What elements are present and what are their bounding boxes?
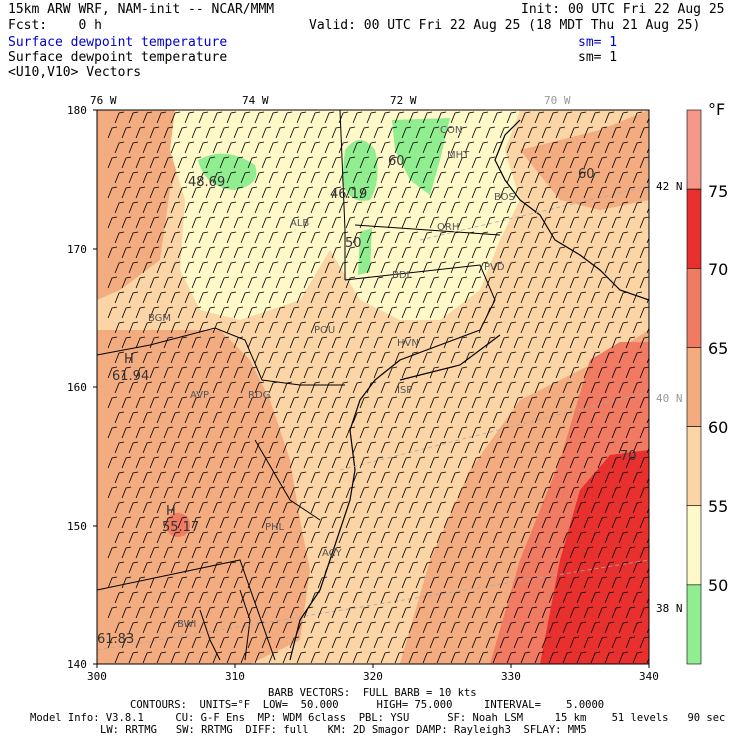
city-CON: CON xyxy=(440,125,462,136)
city-PVD: PVD xyxy=(484,262,505,273)
lat-label-38n: 38 N xyxy=(656,602,683,615)
colorbar-label-65: 65 xyxy=(708,339,729,358)
colorbar-segment xyxy=(686,584,702,665)
field-sm-1: sm= 1 xyxy=(578,35,618,50)
nj-pa-border xyxy=(254,439,321,521)
field-sm-2: sm= 1 xyxy=(578,50,618,65)
colorbar-unit: °F xyxy=(708,100,726,119)
x-tick-310: 310 xyxy=(225,670,245,683)
city-ISP: ISP xyxy=(397,385,412,396)
city-BOS: BOS xyxy=(494,192,515,203)
colorbar xyxy=(686,109,702,665)
city-BDL: BDL xyxy=(392,270,413,281)
y-tick-160: 160 xyxy=(67,381,87,394)
band-below-50-b xyxy=(342,140,378,201)
lat-38n xyxy=(97,559,649,651)
model-title: 15km ARW WRF, NAM-init -- NCAR/MMM xyxy=(8,2,275,17)
lat-42n xyxy=(419,185,649,241)
colorbar-segment xyxy=(686,426,702,507)
field-title-2: Surface dewpoint temperature xyxy=(8,50,228,65)
city-MHT: MHT xyxy=(447,150,470,161)
x-tick-330: 330 xyxy=(501,670,521,683)
md-border xyxy=(97,559,276,661)
colorbar-label-70: 70 xyxy=(708,260,729,279)
ny-vt-border xyxy=(339,110,346,280)
band-60-65-sw xyxy=(97,330,310,664)
band-below-50-c xyxy=(392,118,450,195)
lat-label-42n: 42 N xyxy=(656,180,683,193)
high-marker-2: H xyxy=(166,504,176,519)
city-AVP: AVP xyxy=(190,390,209,401)
barb-glyphs xyxy=(107,111,649,664)
colorbar-label-75: 75 xyxy=(708,182,729,201)
init-time: Init: 00 UTC Fri 22 Aug 25 xyxy=(521,2,725,17)
high-label-2: 55.17 xyxy=(162,520,199,535)
y-tick-170: 170 xyxy=(67,243,87,256)
high-spot xyxy=(166,513,190,537)
barb-legend: BARB VECTORS: FULL BARB = 10 kts xyxy=(268,687,477,699)
contour-label-50a: 50 xyxy=(345,236,362,251)
coastline xyxy=(289,119,649,661)
valid-time: Valid: 00 UTC Fri 22 Aug 25 (18 MDT Thu … xyxy=(309,18,701,33)
low-label-1: 48.69 xyxy=(188,175,225,190)
colorbar-segment xyxy=(686,347,702,427)
colorbar-label-50: 50 xyxy=(708,576,729,595)
city-RDG: RDG xyxy=(248,390,270,401)
low-label-3: 61.83 xyxy=(97,632,134,647)
lat-label-40n: 40 N xyxy=(656,392,683,405)
city-ORH: ORH xyxy=(437,222,459,233)
city-PHL: PHL xyxy=(265,522,285,533)
band-60-65-ne xyxy=(520,110,649,210)
colorbar-segment xyxy=(686,109,702,190)
low-label-2: 46.19 xyxy=(330,187,367,202)
ma-border xyxy=(354,224,501,236)
contour-label-60b: 60 xyxy=(578,167,595,182)
city-BWI: BWI xyxy=(177,619,196,630)
contour-label-70: 70 xyxy=(620,449,637,464)
colorbar-segment xyxy=(686,267,702,348)
city-BGM: BGM xyxy=(148,313,171,324)
y-tick-150: 150 xyxy=(67,520,87,533)
city-HVN: HVN xyxy=(397,338,419,349)
city-ALB: ALB xyxy=(290,218,309,229)
x-tick-300: 300 xyxy=(87,670,107,683)
lon-label-72w: 72 W xyxy=(390,94,417,107)
colorbar-segment xyxy=(686,188,702,269)
colorbar-label-60: 60 xyxy=(708,418,729,437)
city-POU: POU xyxy=(314,325,335,336)
field-title-3: <U10,V10> Vectors xyxy=(8,65,142,80)
lon-label-74w: 74 W xyxy=(242,94,269,107)
x-tick-340: 340 xyxy=(639,670,659,683)
contour-info: CONTOURS: UNITS=°F LOW= 50.000 HIGH= 75.… xyxy=(130,699,605,711)
high-label-1: 61.94 xyxy=(112,369,149,384)
colorbar-label-55: 55 xyxy=(708,497,729,516)
y-tick-140: 140 xyxy=(67,658,87,671)
wind-barbs xyxy=(107,111,649,664)
colorbar-segment xyxy=(686,505,702,586)
band-70-75 xyxy=(540,450,649,664)
city-ACY: ACY xyxy=(322,548,342,559)
model-info-1: Model Info: V3.8.1 CU: G-F Ens MP: WDM 6… xyxy=(30,712,726,724)
x-tick-320: 320 xyxy=(363,670,383,683)
lon-label-76w: 76 W xyxy=(90,94,117,107)
lon-label-70w: 70 W xyxy=(544,94,571,107)
contour-label-60a: 60 xyxy=(388,154,405,169)
y-tick-180: 180 xyxy=(67,104,87,117)
field-title-1: Surface dewpoint temperature xyxy=(8,35,228,50)
high-marker-1: H xyxy=(124,352,134,367)
forecast-hour: Fcst: 0 h xyxy=(8,18,102,33)
model-info-2: LW: RRTMG SW: RRTMG DIFF: full KM: 2D Sm… xyxy=(100,724,587,736)
